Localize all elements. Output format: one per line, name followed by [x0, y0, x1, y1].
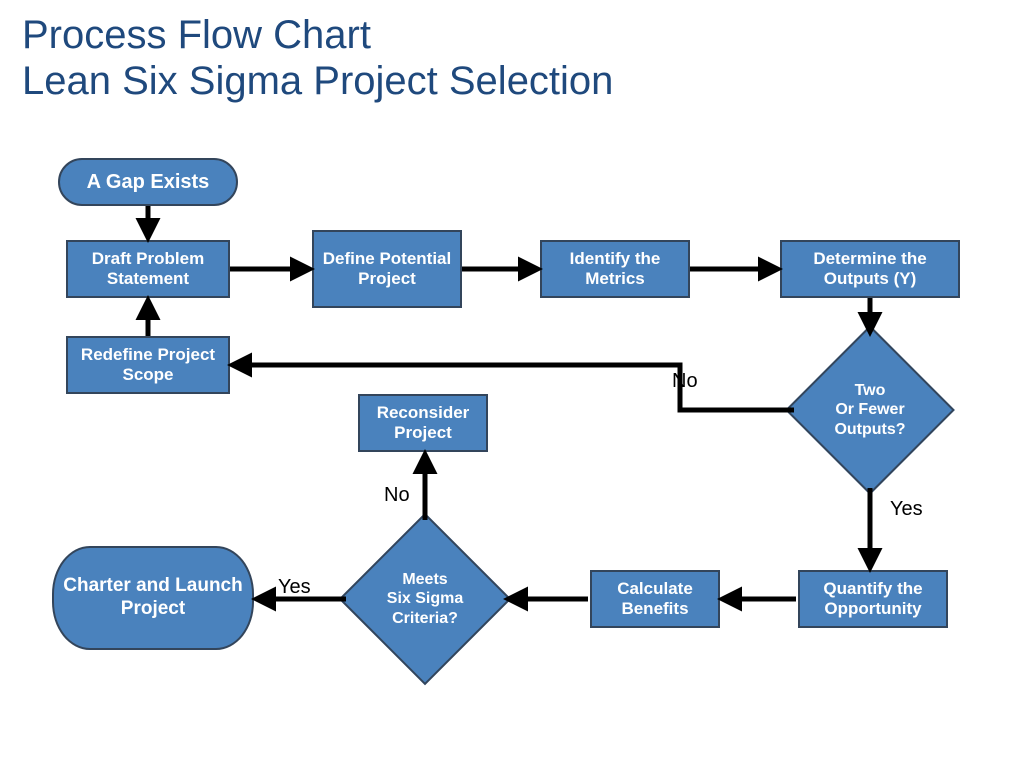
node-meets: MeetsSix SigmaCriteria? [364, 538, 486, 660]
node-meets-label: MeetsSix SigmaCriteria? [340, 514, 511, 685]
node-redefine: Redefine Project Scope [66, 336, 230, 394]
node-gap: A Gap Exists [58, 158, 238, 206]
edge-label-meets-charter: Yes [278, 576, 311, 599]
node-define: Define Potential Project [312, 230, 462, 308]
edge-label-meets-reconsider: No [384, 484, 410, 507]
node-quantify: Quantify the Opportunity [798, 570, 948, 628]
node-determine: Determine the Outputs (Y) [780, 240, 960, 298]
edge-label-twofewer-redefine: No [672, 370, 698, 393]
node-twofewer: TwoOr FewerOutputs? [810, 350, 930, 470]
title-line-1: Process Flow Chart [22, 13, 371, 57]
node-calculate: Calculate Benefits [590, 570, 720, 628]
node-twofewer-label: TwoOr FewerOutputs? [786, 326, 954, 494]
edge-label-twofewer-quantify: Yes [890, 498, 923, 521]
title-line-2: Lean Six Sigma Project Selection [22, 59, 613, 103]
node-charter: Charter and Launch Project [52, 546, 254, 650]
node-reconsider: Reconsider Project [358, 394, 488, 452]
edge-twofewer-redefine [232, 365, 794, 410]
node-identify: Identify the Metrics [540, 240, 690, 298]
page-title: Process Flow Chart Lean Six Sigma Projec… [22, 12, 613, 104]
node-draft: Draft Problem Statement [66, 240, 230, 298]
